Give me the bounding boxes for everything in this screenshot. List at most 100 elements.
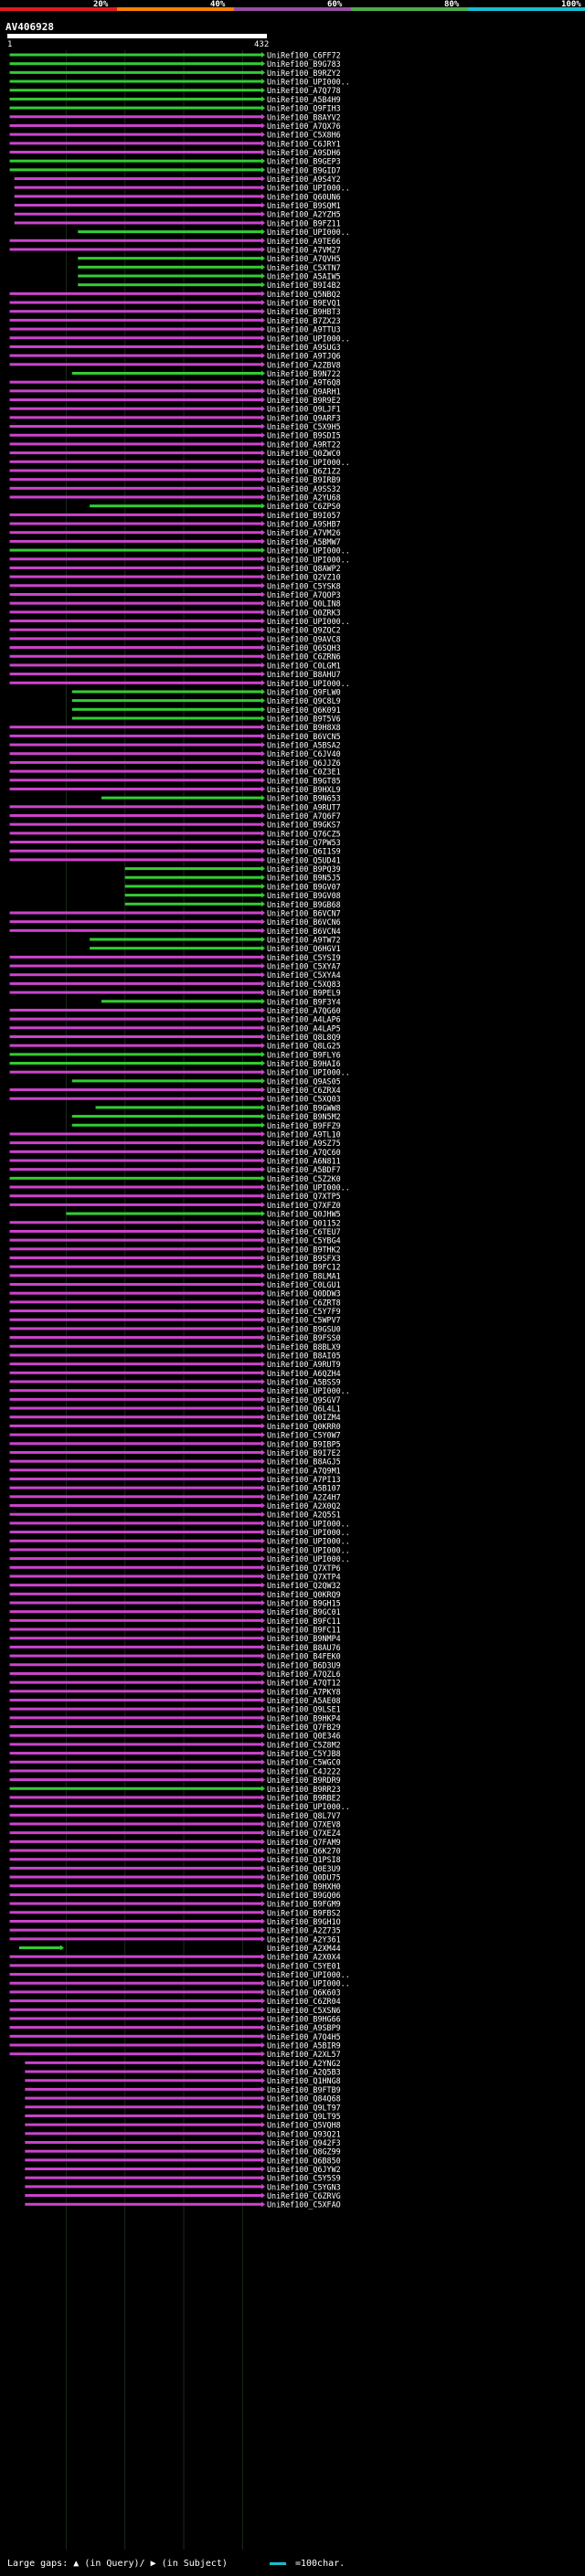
hit-row[interactable]: UniRef100_B8AHU7	[9, 670, 341, 679]
hit-row[interactable]: UniRef100_C6TEU7	[9, 1227, 341, 1236]
hit-row[interactable]: UniRef100_B9T5V6	[71, 715, 341, 724]
hit-label[interactable]: UniRef100_B6VCN6	[267, 917, 341, 927]
hit-row[interactable]: UniRef100_C5Z2K0	[9, 1174, 341, 1183]
hit-label[interactable]: UniRef100_Q6K270	[267, 1847, 341, 1856]
hit-label[interactable]: UniRef100_B9PQ39	[267, 864, 341, 874]
hit-row[interactable]: UniRef100_Q0DU75	[9, 1873, 341, 1882]
hit-row[interactable]: UniRef100_UPI000..	[9, 617, 350, 626]
hit-row[interactable]: UniRef100_C5XQ03	[9, 1095, 341, 1104]
hit-row[interactable]: UniRef100_A7Q6F7	[9, 811, 341, 821]
hit-row[interactable]: UniRef100_B9PEL9	[9, 989, 341, 998]
hit-label[interactable]: UniRef100_C5Y0W7	[267, 1431, 341, 1440]
hit-label[interactable]: UniRef100_Q8AWP2	[267, 564, 341, 573]
hit-row[interactable]: UniRef100_C6ZRN6	[9, 652, 341, 662]
hit-label[interactable]: UniRef100_A2X0Q2	[267, 1501, 341, 1511]
hit-row[interactable]: UniRef100_A7QG60	[9, 1006, 341, 1015]
hit-label[interactable]: UniRef100_Q6L4L1	[267, 1405, 341, 1414]
hit-label[interactable]: UniRef100_UPI000..	[267, 1183, 350, 1193]
hit-label[interactable]: UniRef100_A9TE66	[267, 237, 341, 246]
hit-label[interactable]: UniRef100_Q6K603	[267, 1988, 341, 1997]
hit-row[interactable]: UniRef100_B9GWW8	[95, 1103, 341, 1112]
hit-row[interactable]: UniRef100_Q9AVC8	[9, 634, 341, 643]
hit-row[interactable]: UniRef100_UPI000..	[14, 184, 350, 193]
hit-label[interactable]: UniRef100_C6ZPS0	[267, 502, 341, 511]
hit-label[interactable]: UniRef100_B9T5V6	[267, 715, 341, 724]
hit-row[interactable]: UniRef100_Q9LSE1	[9, 1705, 341, 1714]
hit-label[interactable]: UniRef100_A7VM27	[267, 245, 341, 254]
hit-label[interactable]: UniRef100_A9TW72	[267, 936, 341, 945]
hit-row[interactable]: UniRef100_A7QOP3	[9, 590, 341, 599]
hit-row[interactable]: UniRef100_A6N811	[9, 1157, 341, 1166]
hit-row[interactable]: UniRef100_B8AGJ5	[9, 1458, 341, 1467]
hit-label[interactable]: UniRef100_Q6Z1Z2	[267, 466, 341, 475]
hit-label[interactable]: UniRef100_A5BDF7	[267, 1165, 341, 1174]
hit-row[interactable]: UniRef100_B9GKS7	[9, 821, 341, 830]
hit-label[interactable]: UniRef100_B9RBE2	[267, 1793, 341, 1802]
hit-label[interactable]: UniRef100_C6FF72	[267, 51, 341, 60]
hit-label[interactable]: UniRef100_B9GC01	[267, 1607, 341, 1617]
hit-label[interactable]: UniRef100_Q5UD41	[267, 855, 341, 864]
hit-label[interactable]: UniRef100_A7PKY8	[267, 1687, 341, 1696]
hit-row[interactable]: UniRef100_B9N653	[101, 794, 341, 803]
hit-row[interactable]: UniRef100_Q1PSI8	[9, 1855, 341, 1864]
hit-label[interactable]: UniRef100_A7Q778	[267, 86, 341, 95]
hit-row[interactable]: UniRef100_Q7XEV8	[9, 1820, 341, 1829]
hit-label[interactable]: UniRef100_UPI000..	[267, 1554, 350, 1564]
hit-label[interactable]: UniRef100_B9FZ11	[267, 218, 341, 228]
hit-row[interactable]: UniRef100_B9GB68	[124, 900, 341, 909]
hit-label[interactable]: UniRef100_C0LGM1	[267, 661, 341, 670]
hit-label[interactable]: UniRef100_B8AHU7	[267, 670, 341, 679]
hit-row[interactable]: UniRef100_B9GT85	[9, 776, 341, 785]
hit-row[interactable]: UniRef100_Q6K091	[71, 705, 341, 715]
hit-label[interactable]: UniRef100_Q8GZ99	[267, 2147, 341, 2157]
hit-label[interactable]: UniRef100_B9GKS7	[267, 821, 341, 830]
hit-row[interactable]: UniRef100_A9SZ75	[9, 1139, 341, 1148]
hit-row[interactable]: UniRef100_A9TL10	[9, 1129, 341, 1139]
hit-row[interactable]: UniRef100_Q5NBQ2	[9, 290, 341, 299]
hit-label[interactable]: UniRef100_UPI000..	[267, 1528, 350, 1537]
hit-label[interactable]: UniRef100_A9SZ75	[267, 1139, 341, 1148]
hit-label[interactable]: UniRef100_B7ZX23	[267, 316, 341, 325]
hit-row[interactable]: UniRef100_B9N5J5	[124, 874, 341, 883]
hit-label[interactable]: UniRef100_Q2QW32	[267, 1581, 341, 1590]
hit-row[interactable]: UniRef100_B9FC11	[9, 1626, 341, 1635]
hit-label[interactable]: UniRef100_C5Y5S9	[267, 2174, 341, 2183]
hit-row[interactable]: UniRef100_Q0KRQ9	[9, 1590, 341, 1599]
hit-row[interactable]: UniRef100_C0LGU1	[9, 1280, 341, 1289]
hit-label[interactable]: UniRef100_A5BSS9	[267, 1378, 341, 1387]
hit-label[interactable]: UniRef100_Q6JJZ6	[267, 758, 341, 768]
hit-row[interactable]: UniRef100_A5BDF7	[9, 1165, 341, 1174]
hit-row[interactable]: UniRef100_C5XYA7	[9, 962, 341, 971]
hit-row[interactable]: UniRef100_Q942F3	[25, 2138, 341, 2147]
hit-row[interactable]: UniRef100_Q7XEZ4	[9, 1829, 341, 1838]
hit-label[interactable]: UniRef100_Q0KRQ9	[267, 1590, 341, 1599]
hit-label[interactable]: UniRef100_B9GSU0	[267, 1324, 341, 1333]
hit-row[interactable]: UniRef100_UPI000..	[9, 458, 350, 467]
hit-label[interactable]: UniRef100_B9GEP3	[267, 157, 341, 166]
hit-label[interactable]: UniRef100_B8AU76	[267, 1643, 341, 1652]
hit-label[interactable]: UniRef100_Q7XFZ0	[267, 1201, 341, 1210]
hit-label[interactable]: UniRef100_Q0JHW5	[267, 1210, 341, 1219]
hit-row[interactable]: UniRef100_A2Y361	[9, 1935, 341, 1944]
hit-label[interactable]: UniRef100_B9N722	[267, 369, 341, 378]
hit-label[interactable]: UniRef100_B9FFZ9	[267, 1121, 341, 1130]
hit-row[interactable]: UniRef100_A5BSA2	[9, 741, 341, 750]
hit-row[interactable]: UniRef100_A7PI13	[9, 1475, 341, 1484]
hit-row[interactable]: UniRef100_C6ZRT8	[9, 1298, 341, 1307]
hit-label[interactable]: UniRef100_C5YE01	[267, 1961, 341, 1970]
hit-label[interactable]: UniRef100_Q9ARH1	[267, 387, 341, 396]
hit-row[interactable]: UniRef100_A7VM26	[9, 528, 341, 537]
hit-label[interactable]: UniRef100_Q9ZQC2	[267, 626, 341, 635]
hit-row[interactable]: UniRef100_A9S4Y2	[14, 175, 341, 184]
hit-label[interactable]: UniRef100_A2XL57	[267, 2050, 341, 2059]
hit-label[interactable]: UniRef100_B4FEK0	[267, 1652, 341, 1661]
hit-label[interactable]: UniRef100_UPI000..	[267, 1545, 350, 1554]
hit-label[interactable]: UniRef100_A7PI13	[267, 1475, 341, 1484]
hit-label[interactable]: UniRef100_B9RZY2	[267, 69, 341, 78]
hit-label[interactable]: UniRef100_B9HXH0	[267, 1882, 341, 1891]
hit-row[interactable]: UniRef100_C5YJB8	[9, 1749, 341, 1758]
hit-label[interactable]: UniRef100_A2YU68	[267, 493, 341, 503]
hit-label[interactable]: UniRef100_A7QT12	[267, 1679, 341, 1688]
hit-label[interactable]: UniRef100_B9PEL9	[267, 989, 341, 998]
hit-row[interactable]: UniRef100_Q6JYW2	[25, 2165, 341, 2174]
